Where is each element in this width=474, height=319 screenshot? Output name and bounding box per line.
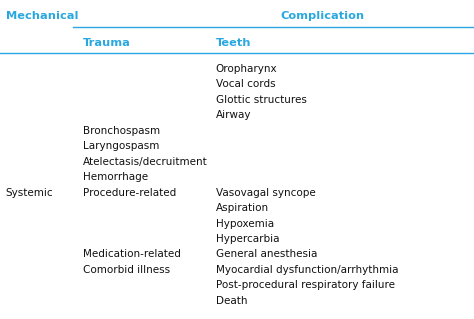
Text: Complication: Complication: [280, 11, 365, 21]
Text: Laryngospasm: Laryngospasm: [83, 141, 159, 151]
Text: Atelectasis/decruitment: Atelectasis/decruitment: [83, 157, 208, 167]
Text: Teeth: Teeth: [216, 38, 251, 48]
Text: Comorbid illness: Comorbid illness: [83, 265, 170, 275]
Text: Procedure-related: Procedure-related: [83, 188, 176, 197]
Text: Death: Death: [216, 296, 247, 306]
Text: Bronchospasm: Bronchospasm: [83, 126, 160, 136]
Text: Aspiration: Aspiration: [216, 203, 269, 213]
Text: Systemic: Systemic: [6, 188, 53, 197]
Text: Mechanical: Mechanical: [6, 11, 78, 21]
Text: Hypercarbia: Hypercarbia: [216, 234, 279, 244]
Text: Glottic structures: Glottic structures: [216, 95, 307, 105]
Text: Post-procedural respiratory failure: Post-procedural respiratory failure: [216, 280, 395, 290]
Text: Hemorrhage: Hemorrhage: [83, 172, 148, 182]
Text: Medication-related: Medication-related: [83, 249, 181, 259]
Text: Oropharynx: Oropharynx: [216, 64, 277, 74]
Text: Airway: Airway: [216, 110, 251, 120]
Text: Vocal cords: Vocal cords: [216, 79, 275, 89]
Text: Hypoxemia: Hypoxemia: [216, 219, 274, 228]
Text: General anesthesia: General anesthesia: [216, 249, 317, 259]
Text: Trauma: Trauma: [83, 38, 131, 48]
Text: Myocardial dysfunction/arrhythmia: Myocardial dysfunction/arrhythmia: [216, 265, 398, 275]
Text: Vasovagal syncope: Vasovagal syncope: [216, 188, 315, 197]
